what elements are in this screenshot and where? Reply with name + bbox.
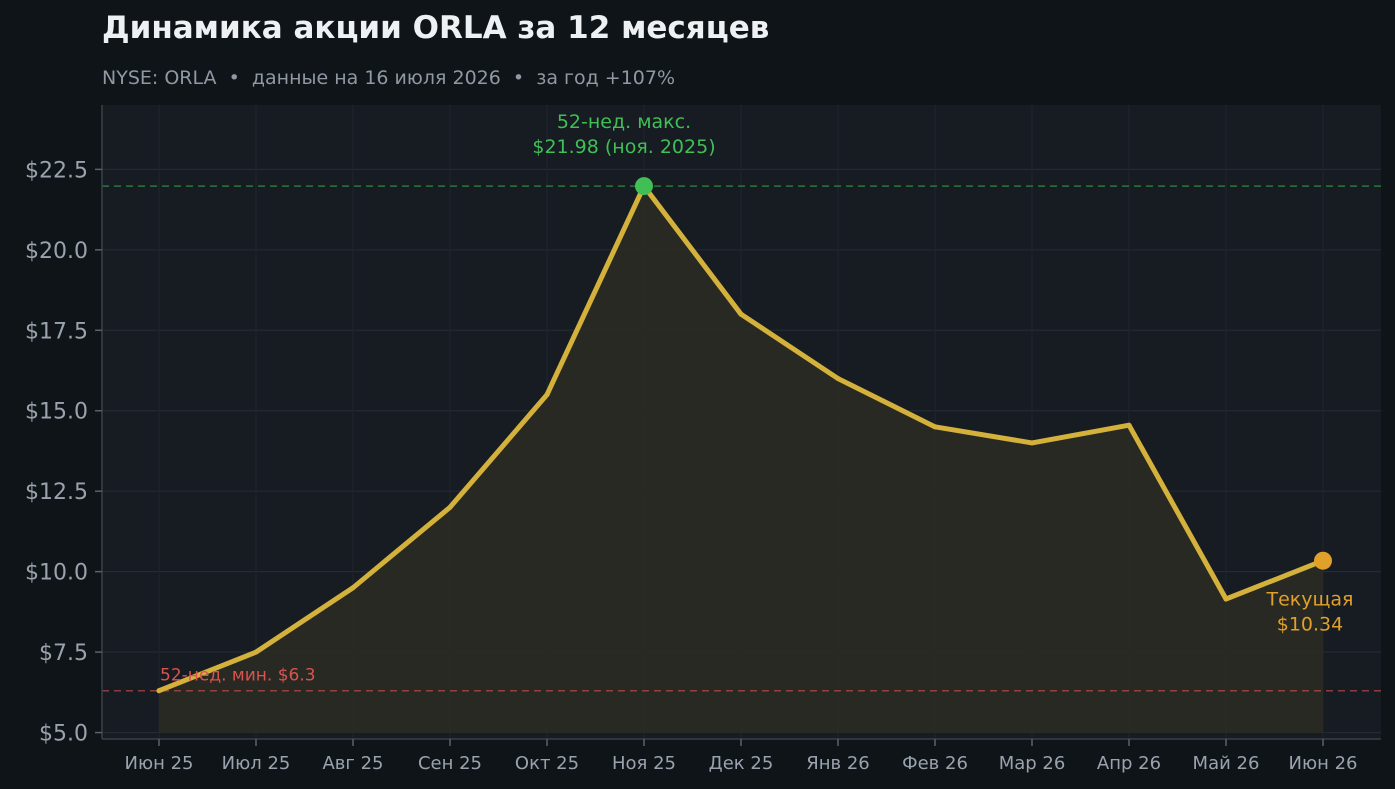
min-annotation: 52-нед. мин. $6.3 xyxy=(160,666,316,686)
x-tick-label: Апр 26 xyxy=(1097,753,1161,774)
y-axis-ticks: $5.0 $7.5 $10.0 $12.5 $15.0 $17.5 $20.0 $22.5 xyxy=(25,158,102,747)
data-point xyxy=(835,376,841,382)
x-tick-label: Июн 26 xyxy=(1288,753,1357,774)
y-tick-label: $12.5 xyxy=(25,480,88,505)
y-tick-label: $20.0 xyxy=(25,239,88,264)
x-tick-label: Янв 26 xyxy=(806,753,870,774)
chart-title: Динамика акции ORLA за 12 месяцев xyxy=(102,10,769,46)
price-area-fill xyxy=(159,186,1323,733)
current-annotation-value: $10.34 xyxy=(1277,614,1343,636)
data-point xyxy=(253,649,259,655)
data-point xyxy=(1223,596,1229,602)
y-tick-label: $7.5 xyxy=(39,641,88,666)
data-point xyxy=(350,585,356,591)
x-tick-label: Июн 25 xyxy=(124,753,193,774)
y-tick-label: $10.0 xyxy=(25,561,88,586)
data-point xyxy=(156,688,162,694)
y-tick-label: $5.0 xyxy=(39,722,88,747)
x-tick-label: Окт 25 xyxy=(515,753,579,774)
x-tick-label: Сен 25 xyxy=(418,753,482,774)
y-tick-label: $17.5 xyxy=(25,319,88,344)
x-tick-label: Май 26 xyxy=(1193,753,1260,774)
x-tick-label: Июл 25 xyxy=(222,753,291,774)
chart-subtitle: NYSE: ORLA • данные на 16 июля 2026 • за… xyxy=(102,67,675,89)
y-tick-label: $15.0 xyxy=(25,400,88,425)
x-axis-ticks: Июн 25 Июл 25 Авг 25 Сен 25 Окт 25 Ноя 25 Дек … xyxy=(124,739,1358,774)
data-point xyxy=(544,392,550,398)
max-point-marker xyxy=(635,177,653,196)
data-point xyxy=(932,424,938,430)
x-tick-label: Ноя 25 xyxy=(612,753,676,774)
data-point xyxy=(1126,422,1132,428)
x-tick-label: Дек 25 xyxy=(709,753,774,774)
max-annotation-value: $21.98 (ноя. 2025) xyxy=(532,136,715,158)
current-point-marker xyxy=(1314,551,1332,570)
x-tick-label: Авг 25 xyxy=(322,753,383,774)
x-tick-label: Мар 26 xyxy=(999,753,1066,774)
data-point xyxy=(738,311,744,317)
y-tick-label: $22.5 xyxy=(25,158,88,183)
data-point xyxy=(1029,440,1035,446)
max-annotation-title: 52-нед. макс. xyxy=(557,111,691,133)
data-point xyxy=(447,504,453,510)
current-annotation-title: Текущая xyxy=(1266,589,1354,611)
x-tick-label: Фев 26 xyxy=(902,753,968,774)
